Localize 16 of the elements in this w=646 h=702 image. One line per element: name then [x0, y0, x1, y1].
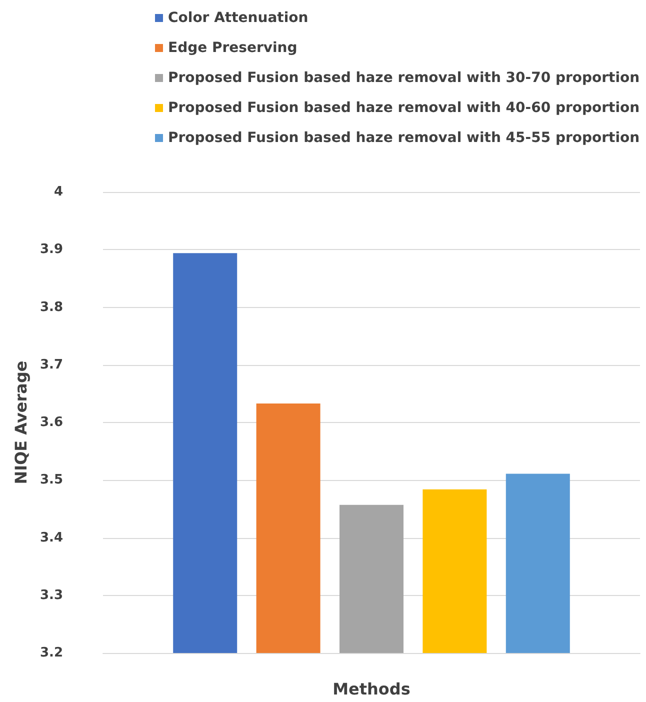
legend-label: Proposed Fusion based haze removal with 40-60 proportion: [168, 100, 640, 116]
x-axis-title: Methods: [332, 680, 410, 698]
y-axis-title: NIQE Average: [12, 360, 31, 484]
legend-label: Color Attenuation: [168, 10, 308, 26]
y-tick-label: 3.7: [40, 357, 63, 372]
legend-label: Edge Preserving: [168, 40, 298, 56]
y-tick-label: 3.9: [40, 242, 63, 258]
y-tick-label: 3.6: [40, 415, 63, 430]
y-tick-label: 4: [54, 184, 63, 200]
y-tick-label: 3.2: [40, 646, 63, 660]
y-tick-label: 3.3: [40, 588, 63, 603]
y-tick-label: 3.8: [40, 300, 63, 315]
y-tick-label: 3.4: [40, 530, 63, 546]
legend-label: Proposed Fusion based haze removal with 45-55 proportion: [168, 130, 640, 146]
y-tick-label: 3.5: [40, 472, 63, 488]
legend-label: Proposed Fusion based haze removal with 30-70 proportion: [168, 70, 640, 86]
